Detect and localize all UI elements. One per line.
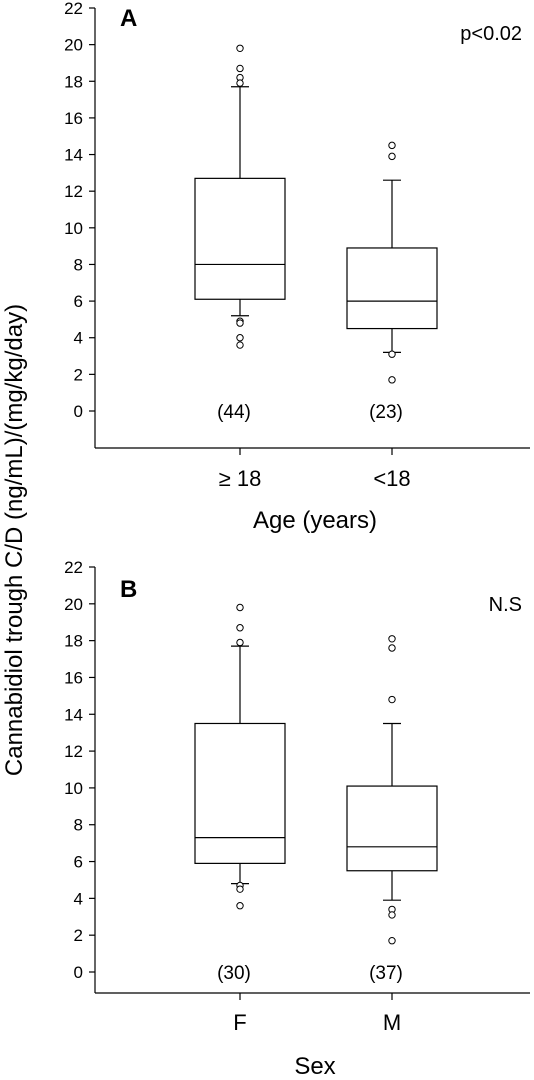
panel-b-y-tick-label: 10 bbox=[64, 779, 83, 798]
panel-b: B N.S Sex 0 2 4 6 8 10 12 14 16 18 20 22 F (30) M (37) bbox=[64, 558, 530, 1080]
panel-a-outlier-point bbox=[388, 376, 396, 384]
panel-a-box bbox=[346, 247, 438, 330]
panel-b-x-axis-label: Sex bbox=[294, 1053, 335, 1080]
panel-b-outlier-point bbox=[236, 885, 244, 893]
panel-a: A p<0.02 Age (years) 0 2 4 6 8 10 12 14 16 18 20 22… bbox=[64, 0, 530, 534]
panel-b-y-tick-label: 20 bbox=[64, 595, 83, 614]
panel-a-y-tick-label: 6 bbox=[74, 292, 83, 311]
panel-a-y-tick-label: 22 bbox=[64, 0, 83, 18]
panel-b-outlier-point bbox=[388, 911, 396, 919]
panel-b-box bbox=[346, 785, 438, 872]
panel-a-count-label: (23) bbox=[369, 402, 403, 423]
panel-a-y-tick-label: 2 bbox=[74, 365, 83, 384]
panel-a-box bbox=[194, 177, 286, 300]
panel-a-y-tick-label: 4 bbox=[74, 329, 83, 348]
panel-a-y-tick-label: 10 bbox=[64, 219, 83, 238]
panel-b-count-label: (30) bbox=[217, 963, 251, 984]
panel-b-y-tick-label: 4 bbox=[74, 889, 83, 908]
panel-a-outlier-point bbox=[388, 152, 396, 161]
panel-b-outlier-point bbox=[388, 644, 396, 652]
panel-a-x-tick-label: <18 bbox=[373, 466, 410, 491]
panel-b-outlier-point bbox=[388, 635, 396, 643]
panel-a-y-tick-label: 16 bbox=[64, 109, 83, 128]
panel-a-count-label: (44) bbox=[217, 402, 251, 423]
panel-a-outlier-point bbox=[236, 334, 244, 342]
panel-a-outlier-point bbox=[388, 350, 396, 358]
panel-b-box bbox=[194, 722, 286, 864]
panel-a-outlier-point bbox=[236, 341, 244, 349]
panel-b-y-tick-label: 16 bbox=[64, 668, 83, 687]
panel-b-y-tick-label: 14 bbox=[64, 705, 83, 724]
panel-a-outlier-point bbox=[236, 319, 244, 327]
panel-b-letter: B bbox=[120, 576, 137, 603]
panel-a-x-axis-label: Age (years) bbox=[253, 507, 377, 534]
panel-a-letter: A bbox=[120, 5, 137, 32]
panel-b-outlier-point bbox=[388, 937, 396, 945]
panel-a-y-tick-label: 20 bbox=[64, 36, 83, 55]
panel-a-y-tick-label: 12 bbox=[64, 182, 83, 201]
panel-a-y-tick-label: 14 bbox=[64, 146, 83, 165]
panel-a-significance: p<0.02 bbox=[460, 23, 522, 45]
panel-b-outlier-point bbox=[236, 902, 244, 910]
panel-a-y-tick-label: 0 bbox=[74, 402, 83, 421]
panel-b-y-tick-label: 22 bbox=[64, 558, 83, 577]
shared-y-axis-label: Cannabidiol trough C/D (ng/mL)/(mg/kg/da… bbox=[1, 304, 28, 776]
panel-b-y-tick-label: 12 bbox=[64, 742, 83, 761]
panel-b-outlier-point bbox=[236, 603, 244, 612]
panel-b-outlier-point bbox=[388, 695, 396, 704]
panel-b-x-tick-label: M bbox=[383, 1010, 401, 1035]
panel-b-x-tick-label: F bbox=[233, 1010, 246, 1035]
panel-a-outlier-point bbox=[388, 141, 396, 150]
panel-a-x-tick-label: ≥ 18 bbox=[219, 466, 262, 491]
panel-b-y-tick-label: 8 bbox=[74, 816, 83, 835]
panel-a-y-tick-label: 18 bbox=[64, 72, 83, 91]
panel-b-y-tick-label: 18 bbox=[64, 632, 83, 651]
panel-b-count-label: (37) bbox=[369, 963, 403, 984]
panel-a-outlier-point bbox=[236, 44, 244, 52]
panel-a-outlier-point bbox=[236, 64, 244, 73]
panel-b-y-tick-label: 2 bbox=[74, 926, 83, 945]
panel-b-outlier-point bbox=[236, 638, 244, 647]
panel-b-y-tick-label: 6 bbox=[74, 853, 83, 872]
panel-a-outlier-point bbox=[236, 79, 244, 87]
panel-b-significance: N.S bbox=[489, 594, 522, 616]
panel-b-outlier-point bbox=[236, 624, 244, 632]
panel-b-y-tick-label: 0 bbox=[74, 963, 83, 982]
panel-a-y-tick-label: 8 bbox=[74, 255, 83, 274]
